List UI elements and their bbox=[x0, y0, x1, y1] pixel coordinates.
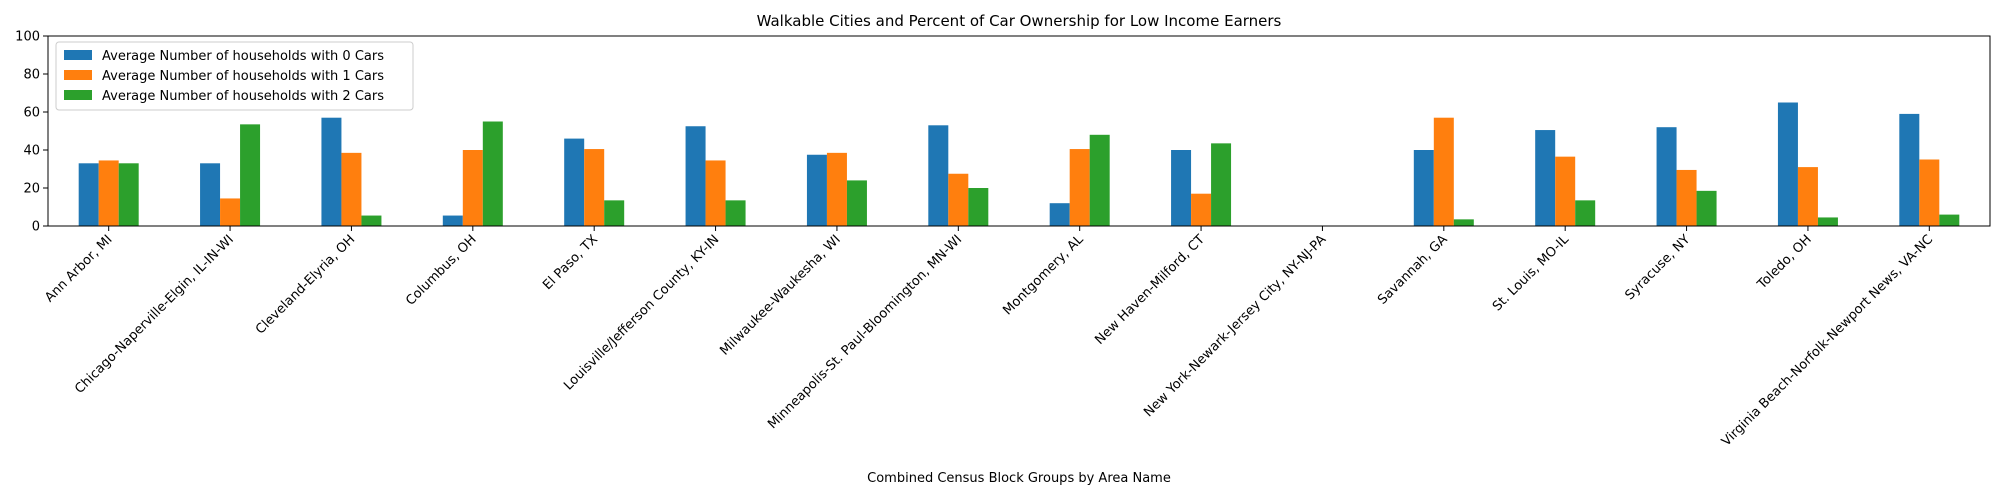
bar bbox=[1453, 219, 1474, 226]
bar bbox=[1555, 156, 1576, 226]
bar bbox=[1777, 102, 1798, 226]
bar bbox=[846, 180, 867, 226]
legend: Average Number of households with 0 Cars… bbox=[55, 41, 414, 111]
y-tick-label: 40 bbox=[23, 144, 40, 159]
x-axis-label: Combined Census Block Groups by Area Nam… bbox=[867, 471, 1171, 486]
bar bbox=[948, 173, 969, 226]
y-tick-label: 60 bbox=[23, 106, 40, 121]
bar bbox=[705, 160, 726, 226]
x-tick-label: Ann Arbor, MI bbox=[42, 232, 115, 305]
bar bbox=[928, 125, 949, 226]
bar bbox=[725, 200, 746, 226]
y-tick-label: 80 bbox=[23, 68, 40, 83]
bar bbox=[826, 152, 847, 226]
bar bbox=[1089, 134, 1110, 226]
legend-swatch bbox=[64, 70, 92, 80]
bar bbox=[584, 149, 605, 226]
bar bbox=[806, 154, 827, 226]
x-tick-label: El Paso, TX bbox=[540, 232, 601, 293]
bar bbox=[98, 160, 119, 226]
x-tick-label: Cleveland-Elyria, OH bbox=[253, 232, 358, 337]
x-tick-label: Milwaukee-Waukesha, WI bbox=[717, 232, 843, 358]
x-tick-label: Columbus, OH bbox=[403, 232, 479, 308]
bar bbox=[968, 188, 989, 226]
bar bbox=[78, 163, 99, 226]
x-tick-label: Savannah, GA bbox=[1375, 232, 1451, 308]
bar bbox=[321, 117, 342, 226]
bar bbox=[1696, 190, 1717, 226]
bar bbox=[1817, 217, 1838, 226]
y-tick-label: 100 bbox=[15, 30, 40, 45]
y-tick-label: 0 bbox=[32, 220, 40, 235]
legend-swatch bbox=[64, 50, 92, 60]
x-tick-label: New Haven-Milford, CT bbox=[1092, 232, 1208, 348]
bar bbox=[482, 121, 503, 226]
bar bbox=[1919, 159, 1940, 226]
bar bbox=[240, 124, 261, 226]
bar bbox=[1899, 113, 1920, 226]
bar bbox=[200, 163, 221, 226]
chart-title: Walkable Cities and Percent of Car Owner… bbox=[757, 12, 1282, 30]
bar bbox=[1069, 149, 1090, 226]
bar bbox=[604, 200, 625, 226]
bar bbox=[341, 152, 362, 226]
bar bbox=[462, 150, 483, 226]
bar bbox=[118, 163, 139, 226]
x-tick-label: Syracuse, NY bbox=[1622, 232, 1693, 303]
legend-label: Average Number of households with 2 Cars bbox=[102, 89, 384, 104]
bar bbox=[1797, 167, 1818, 226]
bar bbox=[442, 215, 463, 226]
bar bbox=[220, 198, 241, 226]
plot-frame bbox=[47, 35, 1991, 227]
bar bbox=[1211, 143, 1232, 226]
bar bbox=[1535, 130, 1556, 226]
bar bbox=[361, 215, 382, 226]
bar bbox=[1575, 200, 1596, 226]
bar bbox=[564, 138, 585, 226]
legend-label: Average Number of households with 0 Cars bbox=[102, 49, 384, 64]
bar bbox=[1676, 169, 1697, 226]
legend-swatch bbox=[64, 90, 92, 100]
bar bbox=[1413, 150, 1434, 226]
bar bbox=[1656, 127, 1677, 226]
x-tick-label: Virginia Beach-Norfolk-Newport News, VA-… bbox=[1719, 232, 1936, 449]
x-tick-label: St. Louis, MO-IL bbox=[1490, 232, 1573, 315]
bar bbox=[1191, 193, 1212, 226]
bar bbox=[685, 126, 706, 226]
x-tick-label: Toledo, OH bbox=[1754, 232, 1815, 293]
legend-box bbox=[55, 41, 414, 111]
x-tick-label: Montgomery, AL bbox=[1000, 232, 1087, 319]
x-tick-label: Minneapolis-St. Paul-Bloomington, MN-WI bbox=[765, 232, 965, 432]
bar bbox=[1433, 117, 1454, 226]
bar bbox=[1939, 214, 1960, 226]
y-tick-label: 20 bbox=[23, 182, 40, 197]
legend-label: Average Number of households with 1 Cars bbox=[102, 69, 384, 84]
bar bbox=[1049, 203, 1070, 226]
bar bbox=[1171, 150, 1192, 226]
